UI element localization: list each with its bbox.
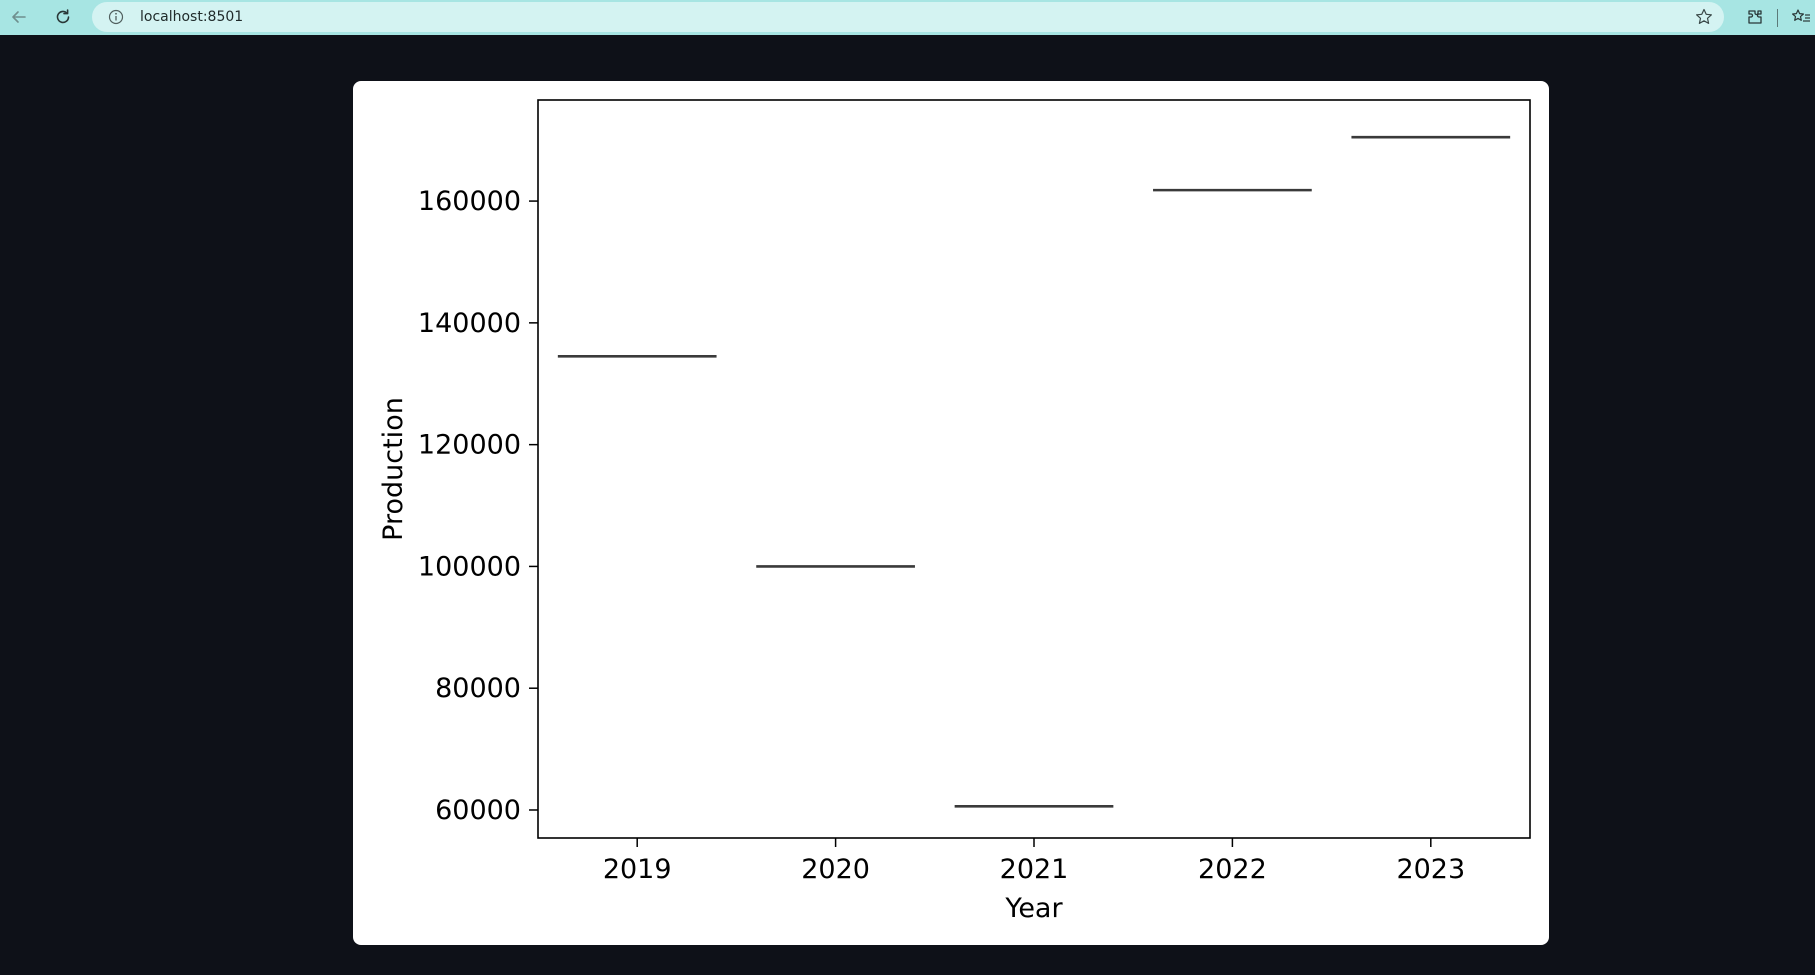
back-button[interactable] [4,2,34,32]
boxes [557,135,1511,808]
extensions-icon [1748,10,1762,24]
chart-card: 60000 80000 100000 120000 140000 160000 2019 2… [353,81,1549,945]
extensions-button[interactable] [1740,2,1770,32]
x-tick-label: 2019 [603,854,672,885]
star-icon[interactable] [1694,7,1714,27]
y-axis: 60000 80000 100000 120000 140000 160000 [418,186,538,826]
x-axis: 2019 2020 2021 2022 2023 [603,838,1465,885]
plot-frame [537,99,1531,839]
reload-icon [56,9,70,24]
info-icon[interactable] [108,9,124,25]
y-tick-label: 120000 [418,430,521,461]
favorites-button[interactable] [1786,2,1815,32]
browser-toolbar: localhost:8501 [0,0,1815,35]
address-bar[interactable]: localhost:8501 [92,2,1724,32]
x-tick-label: 2020 [801,854,870,885]
x-tick-label: 2022 [1198,854,1267,885]
y-axis-label: Production [378,397,409,541]
back-arrow-icon [12,11,26,23]
toolbar-divider [1777,9,1778,27]
y-tick-label: 60000 [435,795,521,826]
favorites-icon [1792,9,1810,22]
y-tick-label: 100000 [418,551,521,582]
reload-button[interactable] [48,2,78,32]
url-text[interactable]: localhost:8501 [140,9,244,25]
y-tick-label: 140000 [418,308,521,339]
x-tick-label: 2023 [1396,854,1465,885]
x-axis-label: Year [1004,893,1063,924]
y-tick-label: 80000 [435,673,521,704]
x-tick-label: 2021 [1000,854,1069,885]
y-tick-label: 160000 [418,186,521,217]
